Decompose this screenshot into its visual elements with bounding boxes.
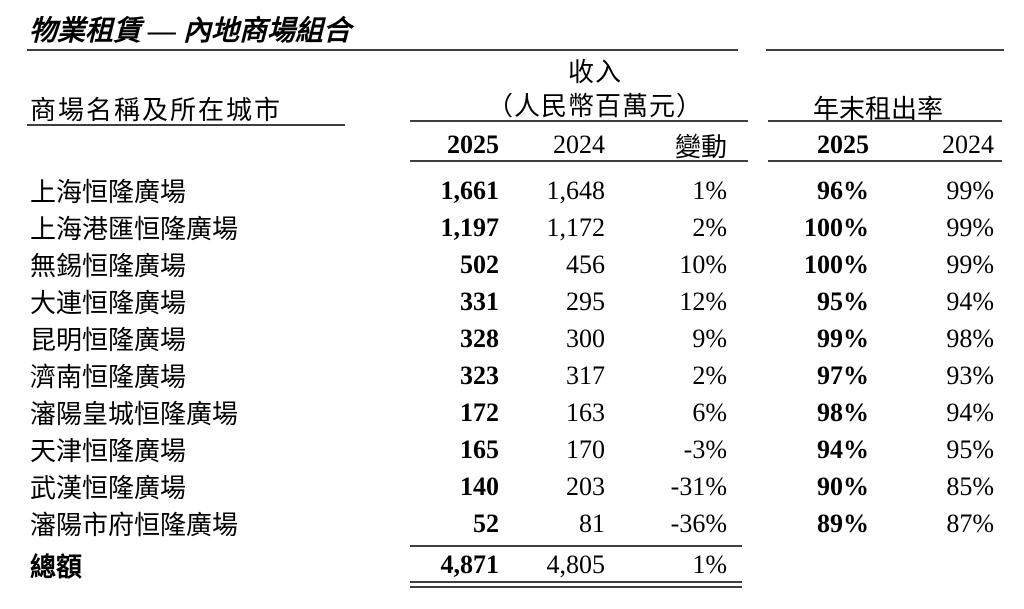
column-header-mall-name: 商場名稱及所在城市 (30, 96, 283, 125)
occupancy-2024-column-header: 2024 (942, 130, 994, 159)
revenue-2024-value: 163 (566, 397, 605, 427)
mall-name: 大連恒隆廣場 (30, 289, 187, 318)
total-double-rule-top (410, 581, 742, 583)
total-revenue-2025: 4,871 (440, 550, 500, 579)
revenue-2025-value: 331 (460, 286, 499, 316)
occupancy-2024-value: 99% (946, 212, 994, 242)
mall-name: 上海恒隆廣場 (30, 178, 187, 207)
occupancy-2024-value: 93% (946, 360, 994, 390)
table-row: 無錫恒隆廣場 502 456 10% 100% 99% (30, 246, 1001, 283)
revenue-2025-value: 328 (460, 323, 499, 353)
revenue-change-column-header: 變動 (674, 132, 727, 162)
mall-name: 瀋陽皇城恒隆廣場 (30, 400, 239, 429)
occupancy-2024-value: 85% (946, 471, 994, 501)
revenue-change-value: 9% (692, 323, 727, 353)
revenue-2025-value: 165 (460, 434, 499, 464)
occupancy-2025-value: 90% (817, 471, 869, 501)
title-underline-right (766, 49, 1004, 51)
revenue-2024-value: 1,648 (546, 175, 606, 205)
revenue-change-value: 12% (679, 286, 727, 316)
table-row: 瀋陽市府恒隆廣場 52 81 -36% 89% 87% (30, 505, 1001, 542)
occupancy-2024-value: 99% (946, 175, 994, 205)
revenue-2025-value: 323 (460, 360, 499, 390)
mall-name: 無錫恒隆廣場 (30, 252, 187, 281)
occupancy-2025-value: 99% (817, 323, 869, 353)
revenue-2024-value: 203 (566, 471, 605, 501)
revenue-change-value: -36% (670, 508, 727, 538)
table-body: 上海恒隆廣場 1,661 1,648 1% 96% 99% 上海港匯恒隆廣場 1… (30, 172, 1001, 542)
mall-name: 濟南恒隆廣場 (30, 363, 187, 392)
occupancy-2024-value: 94% (946, 397, 994, 427)
total-row-top-rule (410, 545, 742, 547)
occupancy-2025-value: 94% (817, 434, 869, 464)
revenue-change-value: 2% (692, 212, 727, 242)
page-title: 物業租賃 — 內地商場組合 (29, 16, 352, 47)
table-row: 上海恒隆廣場 1,661 1,648 1% 96% 99% (30, 172, 1001, 209)
revenue-group-title: 收入 (567, 58, 622, 87)
occupancy-2025-value: 97% (817, 360, 869, 390)
revenue-year-header-underline (410, 160, 748, 162)
total-double-rule-bottom (410, 586, 742, 588)
revenue-2024-value: 1,172 (546, 212, 606, 242)
occupancy-2024-value: 98% (946, 323, 994, 353)
occupancy-2024-value: 87% (946, 508, 994, 538)
title-underline-left (27, 49, 738, 51)
mall-name-header-underline (27, 124, 345, 126)
revenue-change-value: 6% (692, 397, 727, 427)
table-row: 大連恒隆廣場 331 295 12% 95% 94% (30, 283, 1001, 320)
year-header-row: 2025 2024 變動 2025 2024 (30, 130, 1001, 162)
occupancy-group-underline (768, 120, 1002, 122)
revenue-2025-value: 172 (460, 397, 499, 427)
revenue-2024-value: 81 (579, 508, 605, 538)
mall-name: 武漢恒隆廣場 (30, 474, 187, 503)
occupancy-2025-value: 89% (817, 508, 869, 538)
revenue-change-value: -3% (683, 434, 727, 464)
revenue-2025-value: 1,661 (440, 175, 500, 205)
total-revenue-2024: 4,805 (546, 550, 606, 579)
table-row: 瀋陽皇城恒隆廣場 172 163 6% 98% 94% (30, 394, 1001, 431)
occupancy-2025-value: 95% (817, 286, 869, 316)
occupancy-year-header-underline (768, 160, 1002, 162)
revenue-2024-value: 456 (566, 249, 605, 279)
revenue-change-value: 10% (679, 249, 727, 279)
revenue-2025-value: 502 (460, 249, 499, 279)
revenue-2025-value: 52 (473, 508, 499, 538)
revenue-2024-value: 317 (566, 360, 605, 390)
revenue-2025-value: 140 (460, 471, 499, 501)
revenue-group-header: 收入 （人民幣百萬元） (412, 56, 748, 124)
occupancy-group-header: 年末租出率 (812, 95, 943, 124)
occupancy-2024-value: 94% (946, 286, 994, 316)
mall-name: 上海港匯恒隆廣場 (30, 215, 239, 244)
occupancy-2024-value: 95% (946, 434, 994, 464)
revenue-change-value: -31% (670, 471, 727, 501)
revenue-2025-column-header: 2025 (447, 130, 499, 159)
table-row: 上海港匯恒隆廣場 1,197 1,172 2% 100% 99% (30, 209, 1001, 246)
occupancy-2025-value: 98% (817, 397, 869, 427)
total-row: 總額 4,871 4,805 1% (30, 548, 1001, 582)
revenue-group-unit: （人民幣百萬元） (486, 92, 703, 121)
table-row: 天津恒隆廣場 165 170 -3% 94% 95% (30, 431, 1001, 468)
total-revenue-change: 1% (692, 550, 727, 579)
mall-name: 瀋陽市府恒隆廣場 (30, 511, 239, 540)
mall-name: 昆明恒隆廣場 (30, 326, 187, 355)
total-label: 總額 (30, 552, 83, 582)
revenue-change-value: 1% (692, 175, 727, 205)
revenue-2025-value: 1,197 (440, 212, 500, 242)
table-row: 昆明恒隆廣場 328 300 9% 99% 98% (30, 320, 1001, 357)
occupancy-2025-value: 96% (817, 175, 869, 205)
table-row: 武漢恒隆廣場 140 203 -31% 90% 85% (30, 468, 1001, 505)
revenue-2024-value: 300 (566, 323, 605, 353)
occupancy-2024-value: 99% (946, 249, 994, 279)
revenue-group-underline (410, 120, 748, 122)
revenue-2024-column-header: 2024 (553, 130, 605, 159)
table-row: 濟南恒隆廣場 323 317 2% 97% 93% (30, 357, 1001, 394)
occupancy-2025-value: 100% (804, 249, 869, 279)
mall-name: 天津恒隆廣場 (30, 437, 187, 466)
revenue-2024-value: 170 (566, 434, 605, 464)
revenue-change-value: 2% (692, 360, 727, 390)
occupancy-2025-value: 100% (804, 212, 869, 242)
occupancy-2025-column-header: 2025 (817, 130, 869, 159)
revenue-2024-value: 295 (566, 286, 605, 316)
